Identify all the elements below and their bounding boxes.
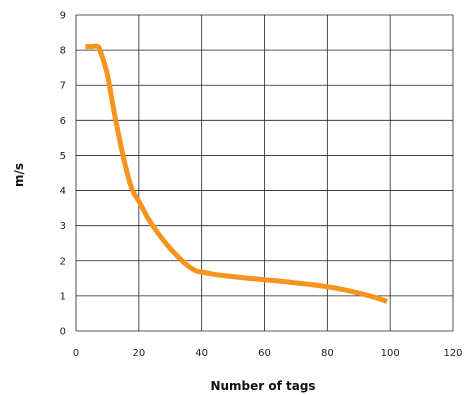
x-tick-label-120: 120: [443, 348, 462, 359]
x-axis-title: Number of tags: [210, 379, 315, 393]
y-tick-label-5: 5: [60, 151, 66, 162]
y-tick-label-6: 6: [60, 116, 66, 127]
y-tick-label-7: 7: [60, 81, 66, 92]
y-tick-label-2: 2: [60, 256, 66, 267]
x-tick-label-0: 0: [73, 348, 79, 359]
x-tick-label-20: 20: [132, 348, 145, 359]
y-tick-label-3: 3: [60, 221, 66, 232]
series-layer: [85, 43, 388, 304]
y-axis-title: m/s: [12, 163, 26, 187]
x-tick-label-80: 80: [321, 348, 334, 359]
tick-labels: 0 1 2 3 4 5 6 7 8 9 0 20 40 60 80 100 120: [60, 11, 463, 360]
y-tick-label-0: 0: [60, 327, 66, 338]
x-tick-label-60: 60: [258, 348, 271, 359]
y-tick-label-9: 9: [60, 11, 66, 22]
y-tick-label-4: 4: [60, 186, 66, 197]
x-tick-label-40: 40: [195, 348, 208, 359]
x-tick-label-100: 100: [381, 348, 400, 359]
y-tick-label-1: 1: [60, 291, 66, 302]
series-line-0: [85, 43, 388, 304]
grid: [75, 14, 454, 332]
y-tick-label-8: 8: [60, 46, 66, 57]
